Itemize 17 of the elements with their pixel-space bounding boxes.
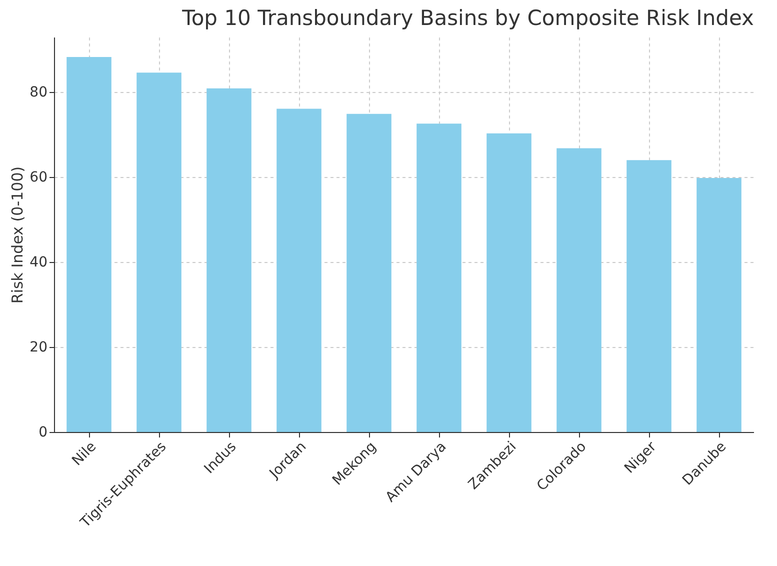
y-tick-label: 20 <box>30 340 48 356</box>
bar <box>136 72 182 432</box>
bar <box>66 56 112 432</box>
bar <box>626 160 672 432</box>
bar <box>416 124 462 432</box>
bar <box>276 108 322 432</box>
y-tick-label: 40 <box>30 254 48 271</box>
y-axis-title: Risk Index (0-100) <box>8 166 27 304</box>
bar <box>696 178 742 432</box>
y-tick-label: 0 <box>38 424 48 440</box>
bar <box>556 148 602 432</box>
chart-title: Top 10 Transboundary Basins by Composite Risk Index <box>181 6 754 30</box>
bar <box>206 88 252 432</box>
bar <box>486 133 532 432</box>
y-tick-label: 80 <box>30 84 48 101</box>
y-tick-label: 60 <box>30 170 48 186</box>
bar <box>346 114 392 432</box>
